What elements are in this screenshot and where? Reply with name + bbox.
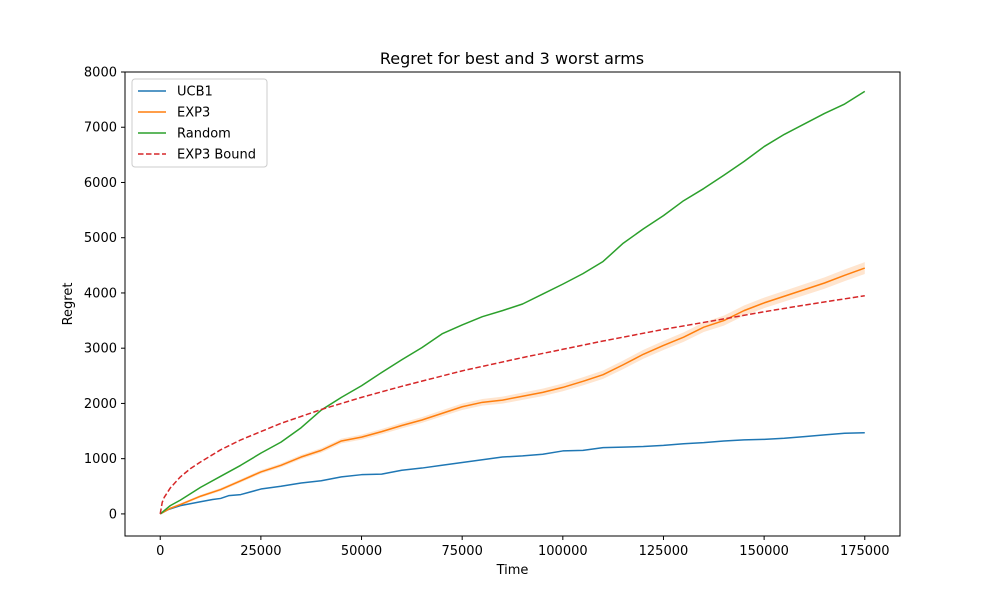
series-lines — [159, 90, 866, 515]
x-tick-label: 175000 — [840, 544, 890, 559]
legend-label: EXP3 Bound — [177, 148, 256, 163]
series-line-random — [159, 90, 866, 515]
y-tick-label: 4000 — [84, 286, 117, 301]
chart-title: Regret for best and 3 worst arms — [380, 49, 644, 68]
plot-frame — [124, 71, 901, 537]
x-tick-label: 50000 — [341, 544, 382, 559]
legend-box — [131, 78, 268, 168]
y-axis-ticks: 0 1000 2000 3000 4000 5000 6000 7000 8000 — [84, 66, 125, 522]
y-tick-label: 2000 — [84, 397, 117, 412]
x-tick-label: 125000 — [639, 544, 689, 559]
plot-area — [124, 71, 901, 537]
x-tick-label: 150000 — [739, 544, 789, 559]
x-tick-label: 0 — [156, 544, 164, 559]
y-tick-label: 6000 — [84, 176, 117, 191]
x-tick-label: 75000 — [441, 544, 482, 559]
y-tick-label: 3000 — [84, 342, 117, 357]
legend-label: Random — [177, 127, 231, 142]
x-tick-label: 100000 — [538, 544, 588, 559]
y-tick-label: 0 — [109, 507, 117, 522]
y-tick-label: 7000 — [84, 121, 117, 136]
y-axis-label: Regret — [61, 283, 76, 326]
series-line-ucb1 — [159, 431, 865, 515]
legend-label: UCB1 — [177, 85, 213, 100]
series-line-exp3 — [159, 267, 866, 515]
y-tick-label: 1000 — [84, 452, 117, 467]
x-axis-ticks: 0 25000 50000 75000 100000 125000 150000 175000 — [156, 536, 890, 559]
x-axis-label: Time — [496, 563, 529, 578]
legend-label: EXP3 — [177, 106, 210, 121]
series-line-exp3-bound — [159, 294, 865, 515]
x-tick-label: 25000 — [240, 544, 281, 559]
y-tick-label: 5000 — [84, 231, 117, 246]
legend: UCB1 EXP3 Random EXP3 Bound — [131, 78, 268, 168]
y-tick-label: 8000 — [84, 66, 117, 81]
